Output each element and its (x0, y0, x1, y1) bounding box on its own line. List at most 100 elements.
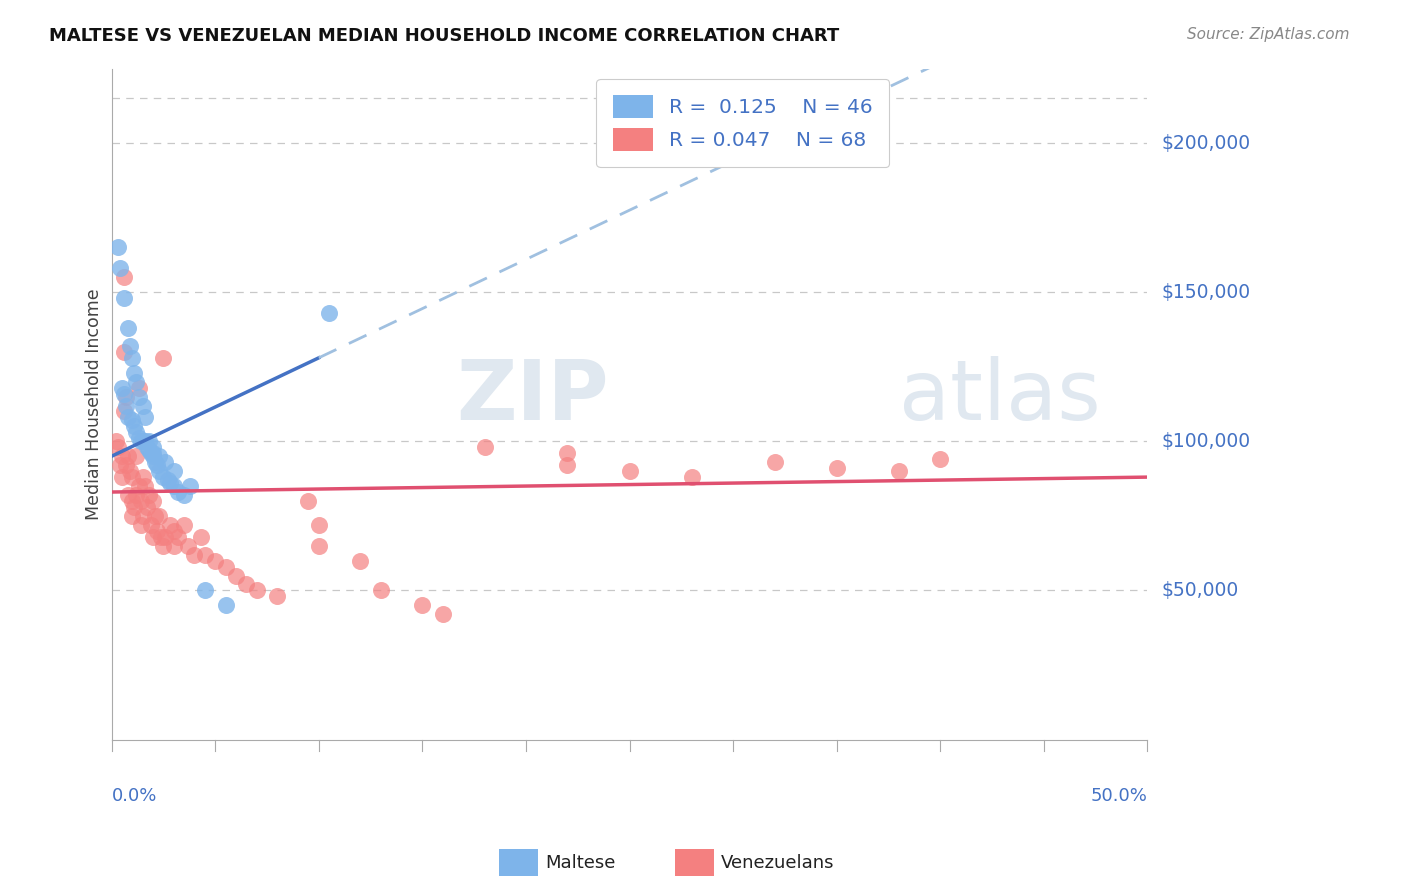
Point (173, 488, 195, 502)
Point (146, 458, 169, 473)
Point (173, 517, 195, 532)
Text: Venezuelans: Venezuelans (721, 854, 835, 871)
Point (129, 494, 152, 508)
Text: $100,000: $100,000 (1161, 432, 1250, 450)
Text: ZIP: ZIP (457, 356, 609, 437)
Point (142, 440, 165, 454)
Point (125, 488, 148, 502)
Point (134, 410, 156, 425)
Point (308, 517, 330, 532)
Text: $50,000: $50,000 (1161, 581, 1239, 600)
Point (124, 366, 146, 380)
Point (120, 339, 142, 353)
Point (204, 553, 226, 567)
Point (163, 464, 186, 478)
Point (128, 479, 150, 493)
Point (225, 568, 247, 582)
Point (308, 539, 330, 553)
Point (179, 479, 201, 493)
Point (370, 583, 392, 598)
Point (111, 449, 134, 463)
Text: 0.0%: 0.0% (111, 787, 157, 805)
Point (138, 488, 160, 502)
Point (120, 464, 142, 478)
Point (167, 530, 190, 544)
Point (117, 321, 139, 335)
Point (125, 375, 148, 389)
Point (124, 500, 146, 514)
Point (214, 559, 236, 574)
Point (152, 351, 174, 365)
Point (318, 306, 340, 320)
Point (115, 390, 138, 404)
Point (135, 440, 157, 454)
Point (115, 399, 138, 413)
Point (156, 473, 179, 487)
Point (117, 488, 139, 502)
Text: MALTESE VS VENEZUELAN MEDIAN HOUSEHOLD INCOME CORRELATION CHART: MALTESE VS VENEZUELAN MEDIAN HOUSEHOLD I… (49, 27, 839, 45)
Point (214, 599, 236, 613)
Point (129, 434, 152, 449)
Text: Source: ZipAtlas.com: Source: ZipAtlas.com (1187, 27, 1350, 42)
Point (763, 455, 786, 469)
Point (112, 291, 135, 305)
Point (474, 440, 496, 454)
Y-axis label: Median Household Income: Median Household Income (86, 288, 103, 520)
Point (131, 508, 153, 523)
Point (134, 434, 156, 449)
Point (107, 440, 129, 454)
Point (152, 539, 174, 553)
Point (111, 381, 134, 395)
Point (135, 500, 157, 514)
Point (411, 599, 433, 613)
Point (163, 539, 186, 553)
Point (194, 583, 217, 598)
Point (112, 270, 135, 285)
Point (117, 410, 139, 425)
Point (138, 443, 160, 458)
Point (115, 458, 138, 473)
Point (142, 446, 165, 460)
Point (131, 470, 153, 484)
Point (297, 494, 319, 508)
Point (266, 590, 288, 604)
Point (142, 449, 165, 463)
Point (143, 508, 166, 523)
Point (150, 530, 173, 544)
Point (104, 434, 127, 449)
Point (152, 470, 174, 484)
Point (155, 455, 177, 469)
Point (619, 464, 641, 478)
Point (183, 548, 205, 562)
Point (128, 381, 150, 395)
Point (349, 553, 371, 567)
Point (108, 261, 131, 276)
Point (128, 390, 150, 404)
Point (107, 240, 129, 254)
Point (121, 494, 143, 508)
Point (194, 548, 217, 562)
Point (557, 446, 579, 460)
Point (121, 413, 143, 427)
Point (111, 470, 134, 484)
Point (825, 461, 848, 475)
Point (246, 583, 269, 598)
Point (142, 530, 165, 544)
Point (112, 386, 135, 401)
Text: Maltese: Maltese (546, 854, 616, 871)
Point (112, 404, 135, 418)
Point (128, 431, 150, 445)
Point (681, 470, 703, 484)
Point (929, 452, 952, 467)
Point (432, 607, 454, 622)
Point (121, 470, 143, 484)
Point (190, 530, 212, 544)
Point (148, 449, 170, 463)
Point (887, 464, 910, 478)
Point (121, 508, 143, 523)
Point (112, 344, 135, 359)
Point (121, 351, 143, 365)
Point (129, 517, 152, 532)
Point (139, 517, 162, 532)
Point (146, 524, 169, 538)
